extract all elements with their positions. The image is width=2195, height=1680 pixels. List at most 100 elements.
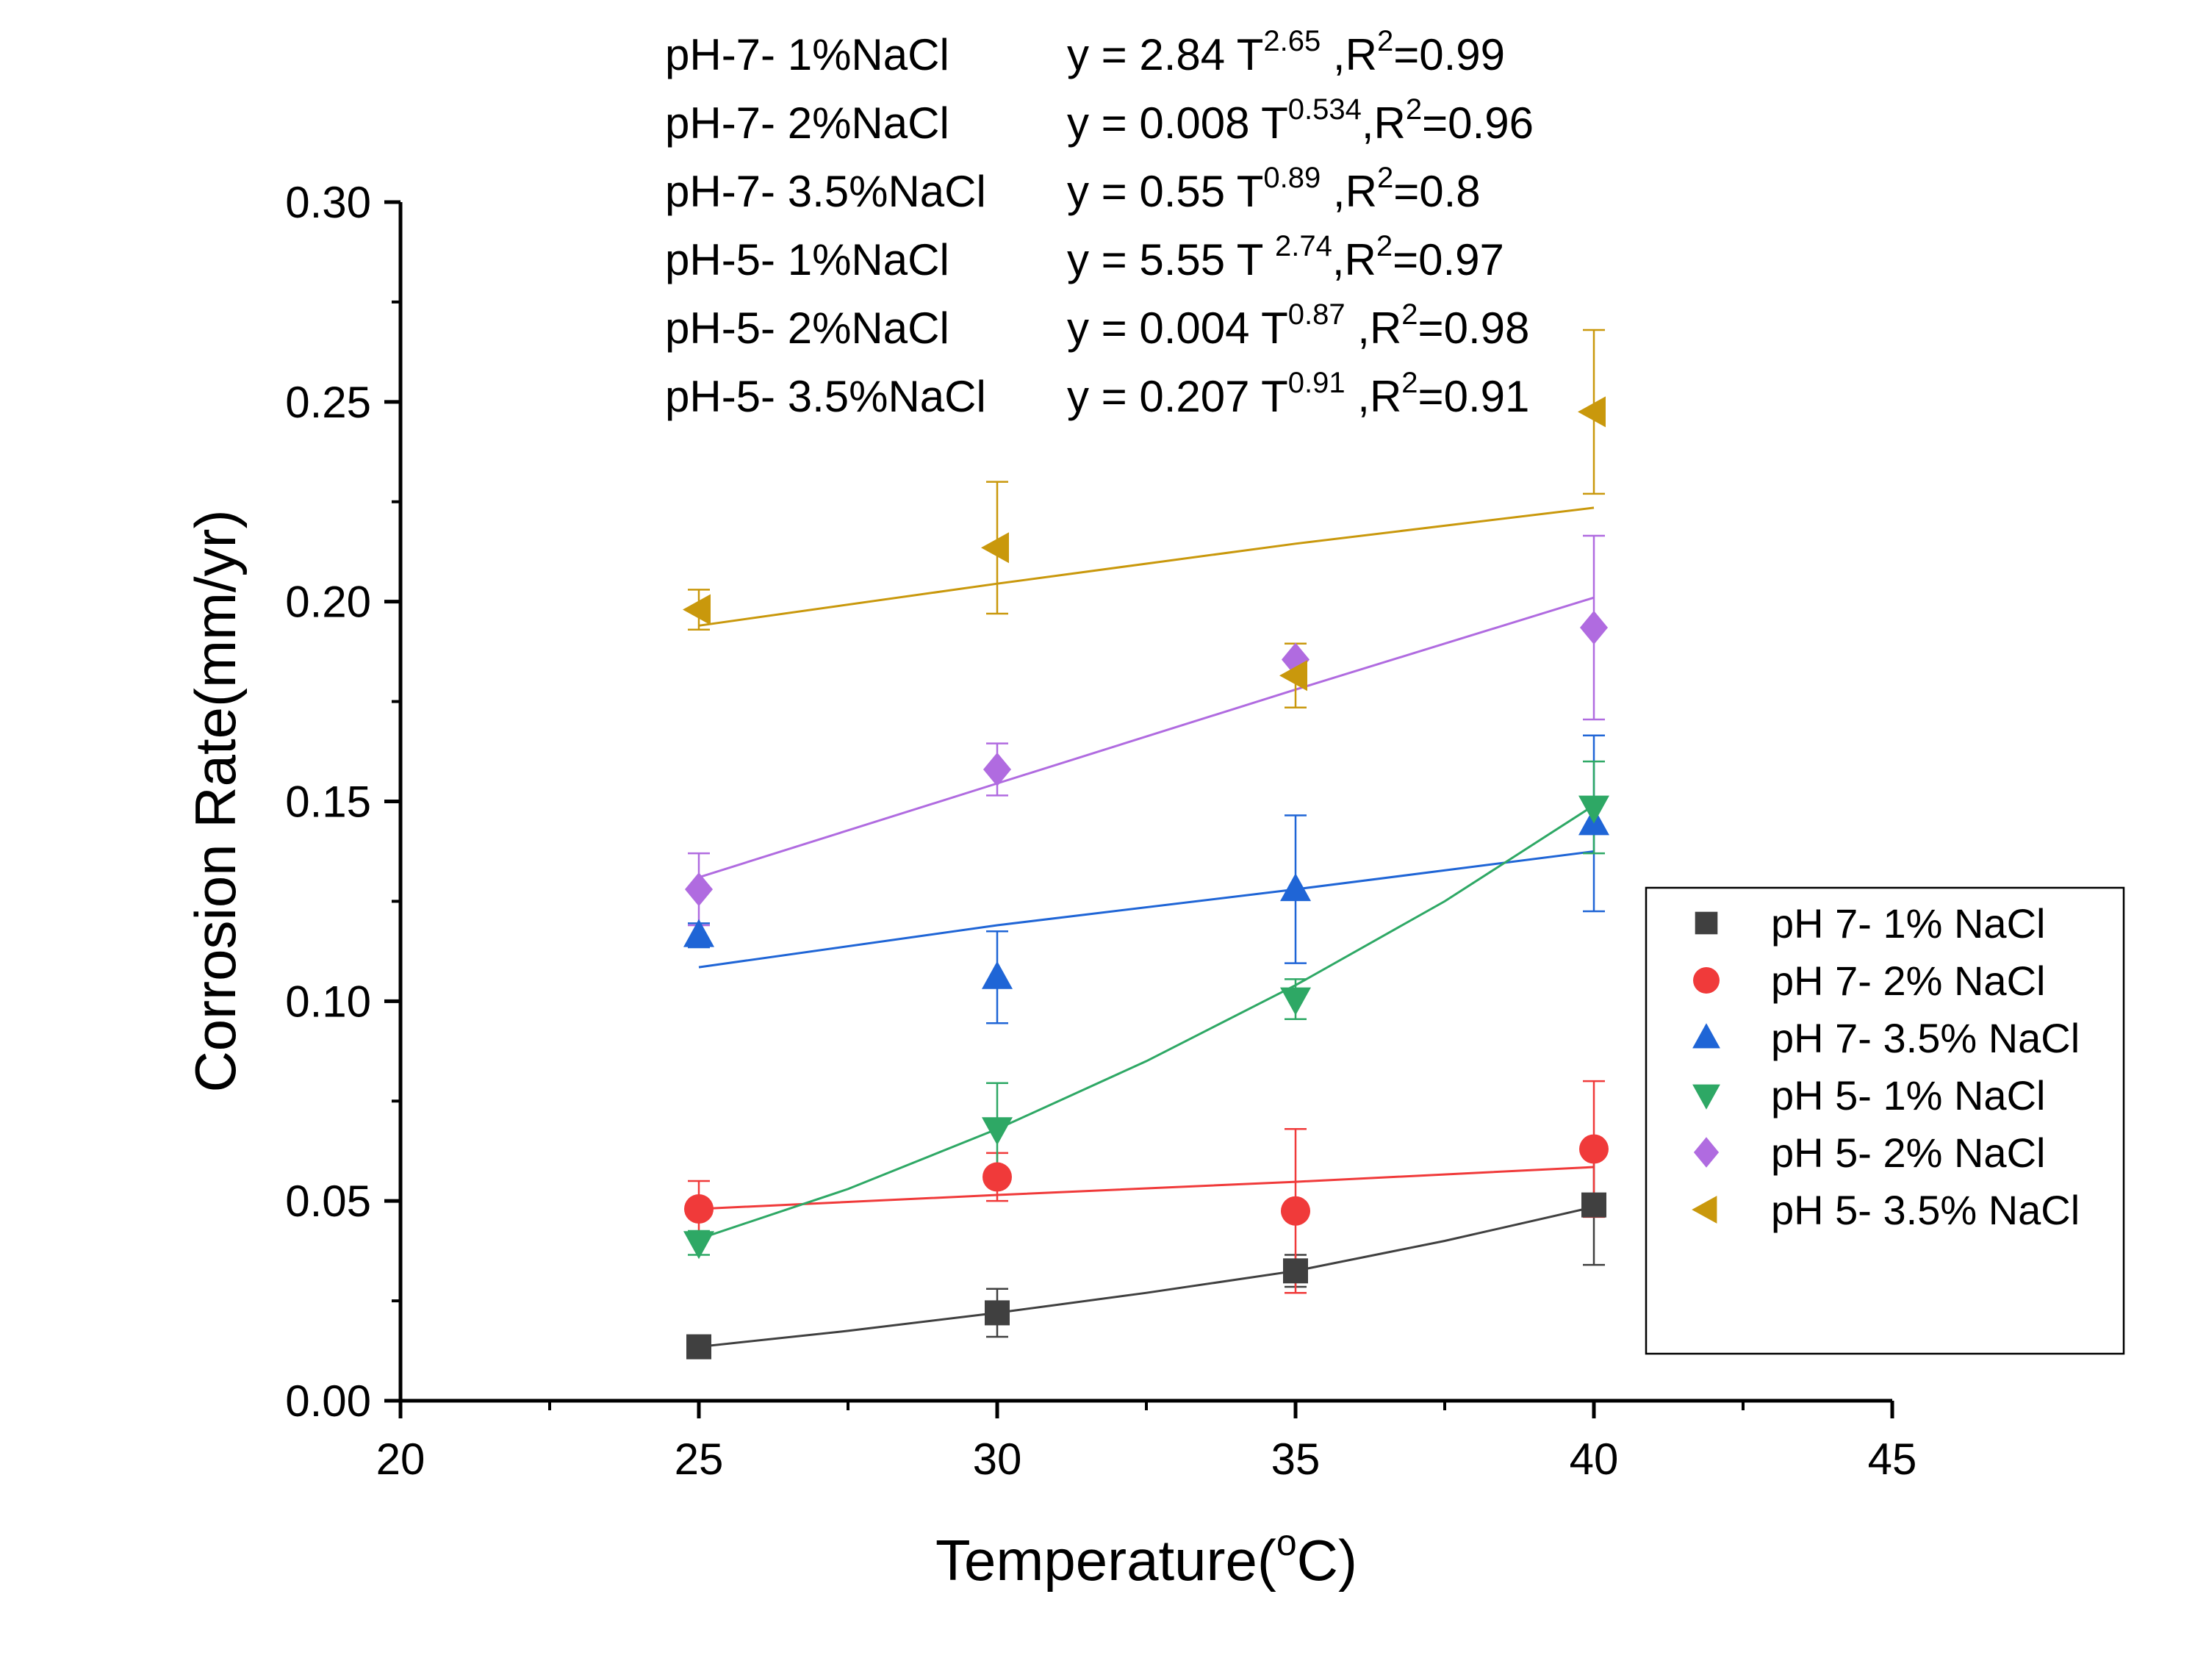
y-axis-title: Corrosion Rate(mm/yr) (183, 509, 248, 1092)
fit-lines (698, 506, 1595, 1349)
equation-formula-base: y = 0.008 T (1067, 98, 1288, 148)
x-tick-label: 40 (1570, 1435, 1619, 1484)
data-point-0 (686, 1334, 711, 1360)
equation-label: pH-7- 3.5%NaCl (665, 167, 986, 216)
equation-exponent: 2.65 (1263, 25, 1321, 57)
equation-formula-base: y = 2.84 T (1067, 30, 1263, 79)
legend-marker-3 (1692, 1084, 1720, 1110)
fit-equations: pH-7- 1%NaCl y = 2.84 T2.65 ,R2=0.99pH-7-… (665, 25, 1534, 421)
equation-formula-base: y = 0.004 T (1067, 304, 1288, 353)
x-axis-title-unit: C) (1297, 1528, 1357, 1593)
y-tick-label: 0.10 (285, 977, 371, 1026)
y-tick-label: 0.25 (285, 378, 371, 427)
equation-label: pH-7- 2%NaCl (665, 98, 949, 148)
data-point-1 (1281, 1196, 1310, 1226)
axes: 0.00 0.05 0.10 0.15 0.20 0.25 0.30 20 25 30 35 40 45… (183, 178, 1916, 1593)
equation-formula: y = 5.55 T 2.74,R2=0.97 (1067, 230, 1504, 284)
legend-label: pH 5- 3.5% NaCl (1771, 1187, 2080, 1233)
error-bars (688, 329, 1605, 1356)
x-axis-title-text: Temperature( (935, 1528, 1276, 1593)
data-point-4 (1580, 611, 1608, 645)
y-tick-label: 0.30 (285, 178, 371, 227)
x-tick-label: 35 (1271, 1435, 1321, 1484)
equation-r-squared-super: 2 (1401, 298, 1418, 331)
data-point-0 (985, 1300, 1010, 1326)
y-tick-label: 0.05 (285, 1177, 371, 1226)
equation-label: pH-5- 3.5%NaCl (665, 372, 986, 421)
y-tick-label: 0.15 (285, 778, 371, 827)
equation-formula: y = 2.84 T2.65 ,R2=0.99 (1067, 25, 1505, 79)
x-tick-label: 25 (675, 1435, 724, 1484)
equation-exponent: 0.89 (1263, 162, 1321, 194)
data-markers (683, 396, 1609, 1360)
data-point-3 (1578, 795, 1609, 824)
fit-line-0 (698, 1205, 1595, 1349)
data-point-0 (1283, 1258, 1308, 1284)
legend-marker-4 (1693, 1137, 1720, 1168)
x-tick-label: 30 (973, 1435, 1022, 1484)
legend-label: pH 7- 2% NaCl (1771, 958, 2045, 1004)
legend-marker-0 (1695, 911, 1718, 935)
equation-exponent: 0.91 (1288, 367, 1346, 399)
legend-marker-1 (1693, 967, 1720, 994)
legend: pH 7- 1% NaCl pH 7- 2% NaCl pH 7- 3.5% NaC… (1645, 886, 2125, 1355)
legend-label: pH 7- 1% NaCl (1771, 900, 2045, 947)
legend-box (1645, 886, 2125, 1355)
equation-formula: y = 0.55 T0.89 ,R2=0.8 (1067, 162, 1481, 216)
x-axis-title-super: o (1276, 1522, 1297, 1563)
data-point-1 (684, 1194, 714, 1224)
equation-label: pH-7- 1%NaCl (665, 30, 949, 79)
y-tick-label: 0.20 (285, 578, 371, 627)
legend-marker-2 (1692, 1023, 1720, 1049)
equation-r: ,R (1321, 167, 1377, 216)
data-point-3 (1280, 987, 1311, 1016)
equation-label: pH-5- 1%NaCl (665, 235, 949, 284)
legend-label: pH 5- 2% NaCl (1771, 1130, 2045, 1176)
equation-r-squared: =0.97 (1393, 235, 1504, 284)
equation-r-squared-super: 2 (1377, 25, 1393, 57)
equation-exponent: 2.74 (1275, 230, 1332, 262)
data-point-4 (983, 753, 1011, 787)
equation-r-squared: =0.91 (1418, 372, 1530, 421)
data-point-3 (982, 1117, 1013, 1146)
equation-r-squared-super: 2 (1376, 230, 1393, 262)
equation-r-squared: =0.99 (1393, 30, 1505, 79)
data-point-2 (1280, 873, 1311, 902)
fit-line-4 (698, 596, 1595, 879)
equation-label: pH-5- 2%NaCl (665, 304, 949, 353)
equation-formula: y = 0.004 T0.87 ,R2=0.98 (1067, 298, 1529, 353)
equation-r-squared-super: 2 (1406, 93, 1422, 126)
equation-r: ,R (1362, 98, 1406, 148)
x-tick-label: 20 (376, 1435, 425, 1484)
equation-exponent: 0.534 (1288, 93, 1362, 126)
data-point-4 (685, 872, 713, 907)
equation-r: ,R (1332, 235, 1376, 284)
legend-label: pH 7- 3.5% NaCl (1771, 1015, 2080, 1061)
equation-formula: y = 0.008 T0.534,R2=0.96 (1067, 93, 1534, 148)
fit-line-3 (698, 804, 1595, 1241)
equation-r-squared: =0.8 (1393, 167, 1480, 216)
equation-formula-base: y = 5.55 T (1067, 235, 1275, 284)
equation-r: ,R (1346, 372, 1402, 421)
equation-r-squared-super: 2 (1401, 367, 1418, 399)
legend-marker-5 (1692, 1196, 1717, 1224)
data-point-5 (1578, 396, 1606, 428)
fit-line-2 (698, 850, 1595, 969)
equation-r: ,R (1346, 304, 1402, 353)
equation-r-squared-super: 2 (1377, 162, 1393, 194)
data-point-5 (683, 594, 711, 625)
data-point-1 (1579, 1134, 1609, 1164)
equation-r: ,R (1321, 30, 1377, 79)
data-point-1 (982, 1162, 1012, 1192)
fit-line-1 (698, 1166, 1595, 1210)
equation-r-squared: =0.98 (1418, 304, 1530, 353)
data-point-3 (683, 1231, 714, 1260)
equation-formula: y = 0.207 T0.91 ,R2=0.91 (1067, 367, 1529, 421)
legend-label: pH 5- 1% NaCl (1771, 1072, 2045, 1119)
x-tick-label: 45 (1868, 1435, 1917, 1484)
equation-formula-base: y = 0.55 T (1067, 167, 1263, 216)
fit-line-5 (698, 506, 1595, 627)
equation-exponent: 0.87 (1288, 298, 1346, 331)
y-tick-label: 0.00 (285, 1376, 371, 1426)
